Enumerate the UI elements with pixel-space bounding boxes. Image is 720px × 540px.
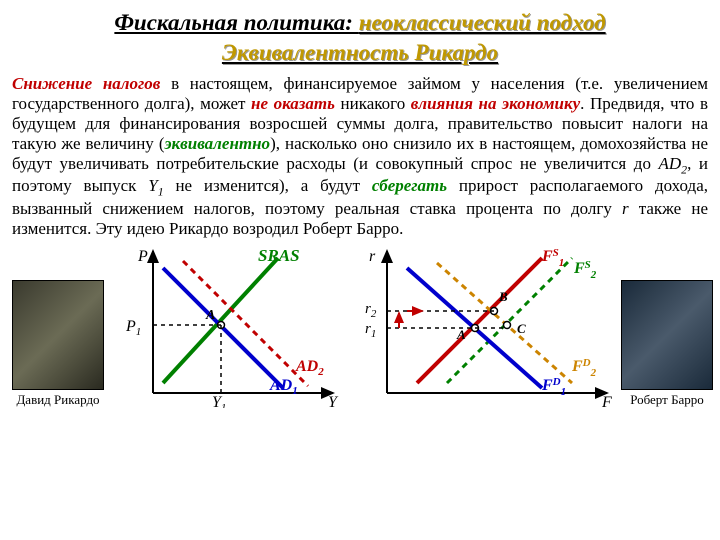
lbl-Y: Y bbox=[328, 394, 339, 408]
lbl-fs1sub: 1 bbox=[559, 257, 565, 269]
svg-text:FS1: FS1 bbox=[541, 247, 564, 269]
lbl-r1s: 1 bbox=[371, 328, 377, 340]
lbl-ad2: AD bbox=[295, 358, 319, 375]
lbl-A2: A bbox=[456, 327, 466, 342]
lbl-sras: SRAS bbox=[258, 246, 300, 265]
txt-p11: Y bbox=[148, 176, 157, 195]
barro-image bbox=[621, 280, 713, 390]
lbl-fd2: F bbox=[571, 358, 583, 375]
portrait-barro: Роберт Барро bbox=[621, 280, 713, 408]
slide-title: Фискальная политика: неоклассический под… bbox=[12, 8, 708, 68]
txt-p5: влияния на экономику bbox=[411, 94, 580, 113]
txt-p3: не оказать bbox=[251, 94, 335, 113]
svg-text:FD2: FD2 bbox=[571, 357, 597, 379]
lbl-ad1: AD bbox=[269, 377, 293, 394]
txt-p1: Снижение налогов bbox=[12, 74, 160, 93]
lbl-ad2s: 2 bbox=[317, 366, 324, 378]
svg-text:r1: r1 bbox=[365, 321, 376, 340]
lbl-fs2: F bbox=[573, 260, 585, 277]
barro-caption: Роберт Барро bbox=[621, 392, 713, 408]
svg-text:AD2: AD2 bbox=[295, 358, 324, 378]
lbl-Y1s: 1 bbox=[221, 402, 227, 408]
svg-text:Y1: Y1 bbox=[212, 394, 226, 408]
txt-p13: сберегать bbox=[372, 176, 447, 195]
lbl-A1: A bbox=[205, 308, 215, 323]
figure-row: Давид Рикардо P Y SRAS bbox=[12, 243, 708, 408]
lbl-P: P bbox=[137, 248, 148, 265]
lbl-P1s: 1 bbox=[136, 326, 142, 338]
chart-ad-as: P Y SRAS AD1 AD2 A P1 Y1 bbox=[108, 243, 343, 408]
chart-funds: r F FS1 FS2 FD1 FD2 A B C r1 r2 bbox=[347, 243, 617, 408]
ricardo-image bbox=[12, 280, 104, 390]
body-paragraph: Снижение налогов в настоящем, финансируе… bbox=[12, 74, 708, 239]
lbl-r2s: 2 bbox=[371, 308, 377, 320]
lbl-fd2sub: 2 bbox=[590, 367, 597, 379]
svg-text:FS2: FS2 bbox=[573, 259, 597, 281]
lbl-fs1: F bbox=[541, 248, 553, 265]
lbl-fd1: F bbox=[541, 377, 553, 394]
lbl-F: F bbox=[601, 394, 612, 408]
title-hl1: неоклассический подход bbox=[359, 10, 606, 35]
portrait-ricardo: Давид Рикардо bbox=[12, 280, 104, 408]
lbl-fd1sup: D bbox=[552, 376, 561, 388]
txt-p7: эквивалентно bbox=[164, 134, 270, 153]
lbl-fd1sub: 1 bbox=[561, 386, 567, 398]
txt-p4: никакого bbox=[335, 94, 411, 113]
svg-text:r2: r2 bbox=[365, 301, 377, 320]
txt-p12: не изменится), а будут bbox=[164, 176, 372, 195]
lbl-P1: P bbox=[125, 318, 136, 335]
lbl-C: C bbox=[517, 321, 526, 336]
svg-text:P1: P1 bbox=[125, 318, 141, 338]
txt-p15: r bbox=[622, 199, 629, 218]
svg-text:FD1: FD1 bbox=[541, 376, 566, 398]
lbl-ad1s: 1 bbox=[292, 385, 298, 397]
title-hl2: Эквивалентность Рикардо bbox=[222, 40, 498, 65]
ricardo-caption: Давид Рикардо bbox=[12, 392, 104, 408]
lbl-fd2sup: D bbox=[582, 357, 591, 369]
lbl-B: B bbox=[498, 289, 508, 304]
txt-p9: AD bbox=[658, 154, 681, 173]
title-plain: Фискальная политика: bbox=[114, 10, 358, 35]
lbl-r: r bbox=[369, 248, 376, 265]
lbl-fs2sub: 2 bbox=[590, 269, 597, 281]
